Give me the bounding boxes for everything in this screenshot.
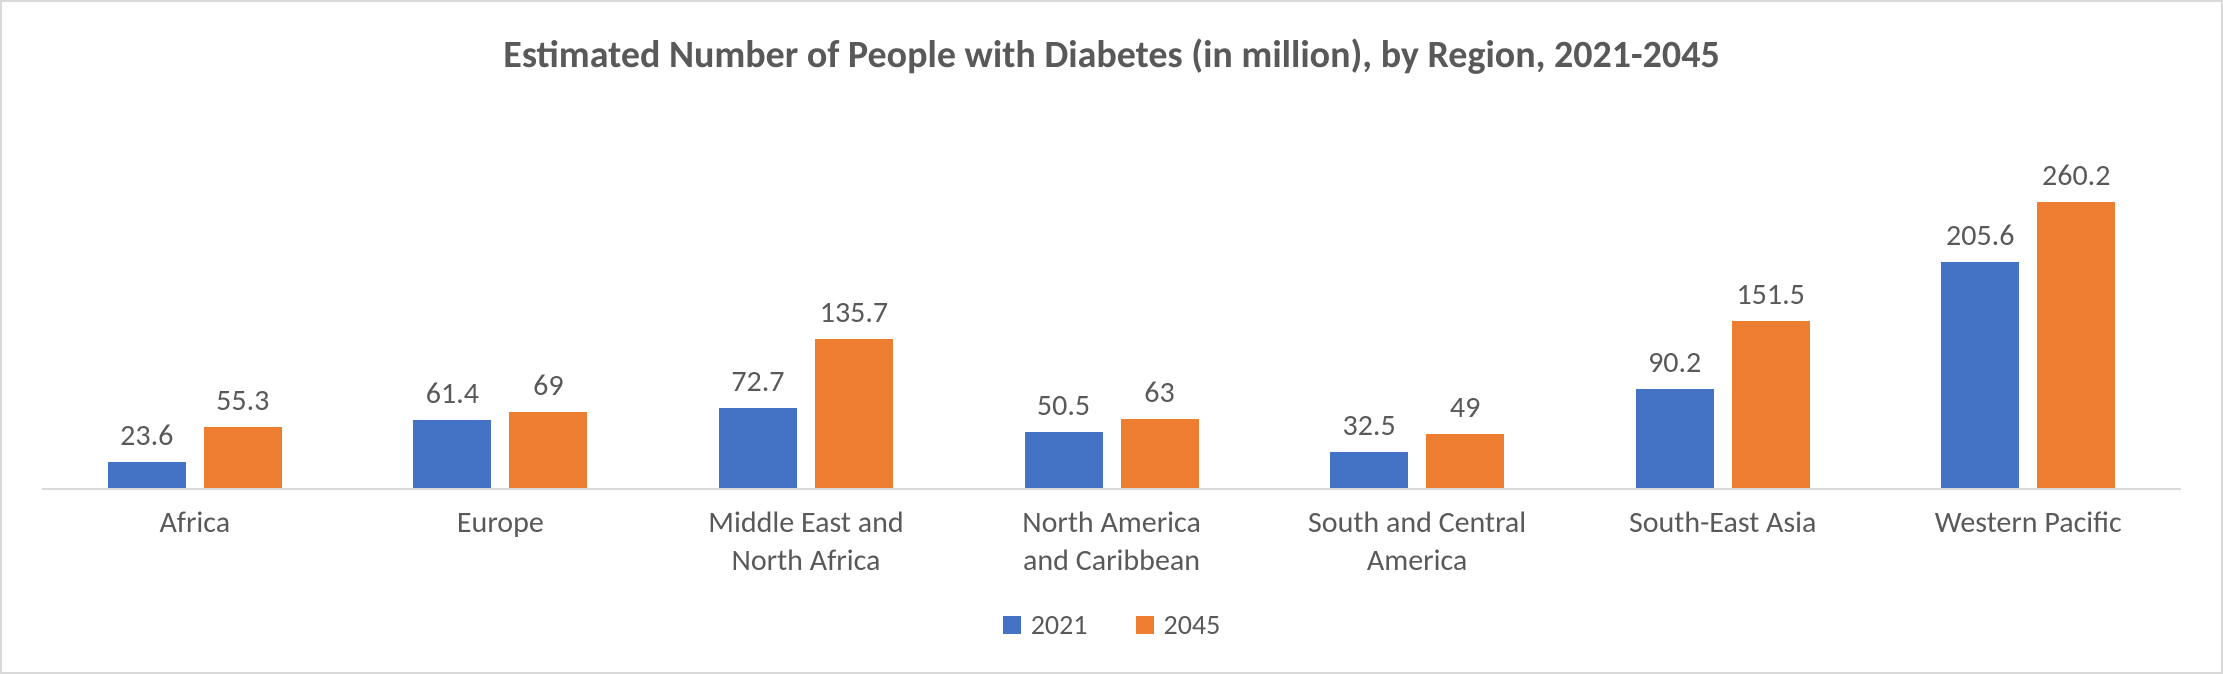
category-group: 32.5 49 [1264,108,1570,488]
bar-rect [1732,321,1810,488]
bar: 49 [1426,389,1504,488]
x-axis-label: Africa [42,504,348,579]
bar: 151.5 [1732,276,1810,488]
legend-item: 2045 [1136,607,1221,642]
x-axis-labels: AfricaEuropeMiddle East andNorth AfricaN… [42,504,2181,579]
legend-swatch [1003,616,1021,634]
bar: 61.4 [413,375,491,488]
bar-value-label: 61.4 [426,375,479,412]
bar-value-label: 205.6 [1946,217,2014,254]
bar: 260.2 [2037,157,2115,488]
bar-value-label: 49 [1450,389,1480,426]
bar-value-label: 72.7 [731,363,784,400]
legend-item: 2021 [1003,607,1088,642]
bar-rect [1121,419,1199,488]
bar-value-label: 63 [1144,374,1174,411]
bar-value-label: 90.2 [1648,344,1701,381]
category-group: 90.2 151.5 [1570,108,1876,488]
x-axis-label: South and CentralAmerica [1264,504,1570,579]
bar-rect [1636,389,1714,488]
bar: 63 [1121,374,1199,488]
bar: 90.2 [1636,344,1714,488]
bar-rect [108,462,186,488]
bar-value-label: 260.2 [2042,157,2110,194]
category-group: 50.5 63 [959,108,1265,488]
bar-rect [1941,262,2019,488]
legend-label: 2045 [1164,607,1221,642]
bar: 72.7 [719,363,797,488]
bar-rect [815,339,893,488]
bar-rect [509,412,587,488]
bar-rect [719,408,797,488]
diabetes-chart: Estimated Number of People with Diabetes… [0,0,2223,674]
bar-value-label: 69 [533,367,563,404]
category-group: 205.6 260.2 [1875,108,2181,488]
plot-area: 23.6 55.3 61.4 69 72.7 135.7 50.5 63 32.5 49 90.2 1… [42,108,2181,490]
bar-value-label: 55.3 [216,382,269,419]
bar: 32.5 [1330,407,1408,488]
x-axis-label: Middle East andNorth Africa [653,504,959,579]
bar-value-label: 23.6 [120,417,173,454]
x-axis-label: North Americaand Caribbean [959,504,1265,579]
x-axis-label: Europe [348,504,654,579]
category-group: 72.7 135.7 [653,108,959,488]
bar: 50.5 [1025,387,1103,488]
bar-rect [204,427,282,488]
x-axis-label: Western Pacific [1875,504,2181,579]
category-group: 23.6 55.3 [42,108,348,488]
bar: 205.6 [1941,217,2019,488]
bar-value-label: 151.5 [1736,276,1804,313]
chart-title: Estimated Number of People with Diabetes… [42,32,2181,78]
bar: 23.6 [108,417,186,488]
category-group: 61.4 69 [348,108,654,488]
legend-swatch [1136,616,1154,634]
bar-value-label: 50.5 [1037,387,1090,424]
bar-rect [1426,434,1504,488]
legend: 2021 2045 [42,607,2181,642]
bar: 69 [509,367,587,488]
x-axis-label: South-East Asia [1570,504,1876,579]
bar-rect [1330,452,1408,488]
bar-value-label: 32.5 [1342,407,1395,444]
bar: 55.3 [204,382,282,488]
bar-rect [2037,202,2115,488]
bar-rect [413,420,491,488]
bar-value-label: 135.7 [820,294,888,331]
bar: 135.7 [815,294,893,488]
bar-rect [1025,432,1103,488]
legend-label: 2021 [1031,607,1088,642]
